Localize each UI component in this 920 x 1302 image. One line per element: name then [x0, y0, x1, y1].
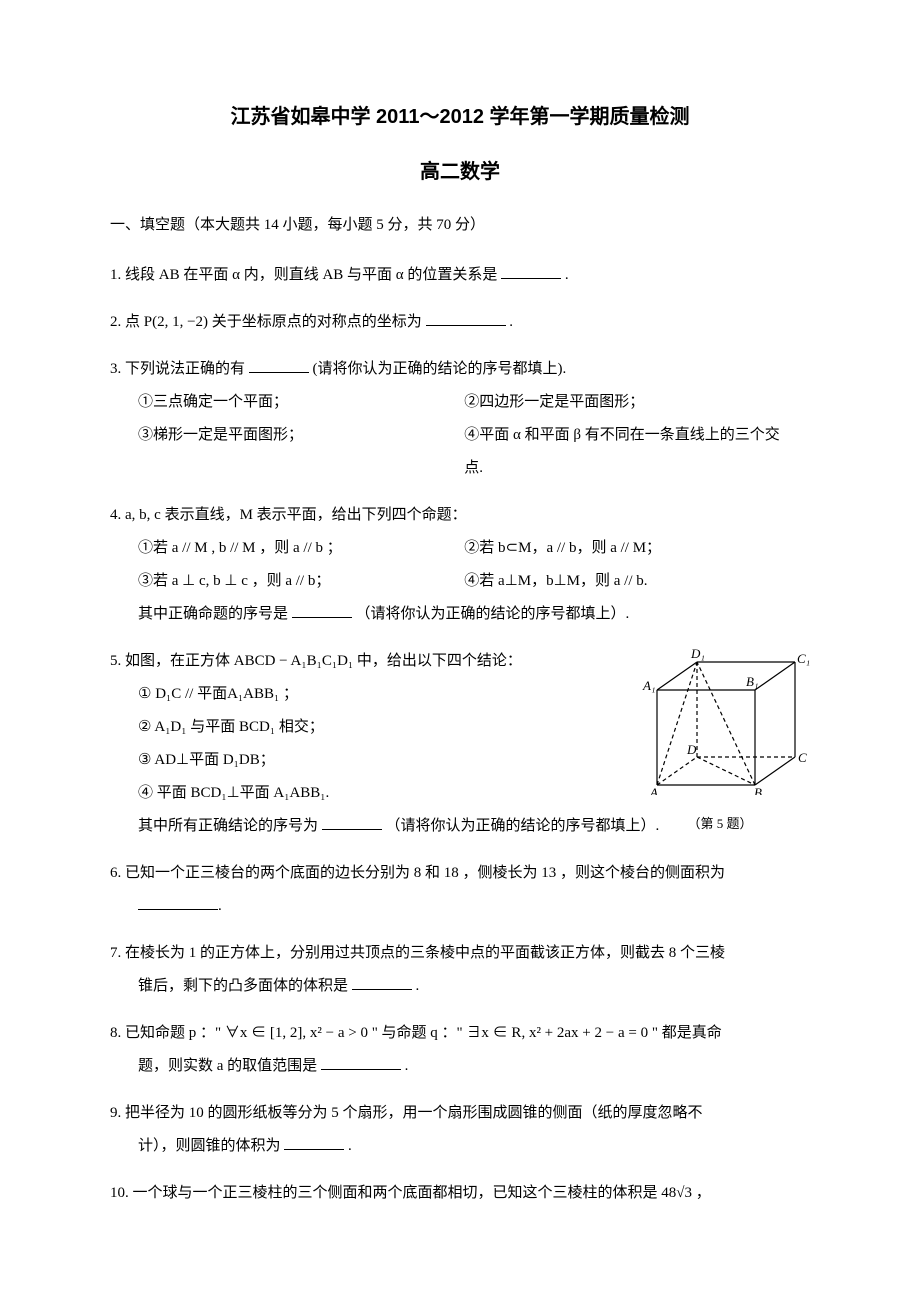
question-4: 4. a, b, c 表示直线，M 表示平面，给出下列四个命题： ①若 a //… — [110, 499, 810, 631]
cube-caption: （第 5 题） — [630, 810, 810, 839]
cube-label-B: B — [754, 785, 762, 795]
q3-opt1: ①三点确定一个平面； — [138, 386, 461, 419]
exam-subtitle: 高二数学 — [110, 155, 810, 184]
cube-label-B1: B₁ — [746, 674, 758, 689]
q7-line2: 锥后，剩下的凸多面体的体积是 — [138, 978, 348, 994]
cube-label-A: A — [649, 785, 658, 795]
q3-stem: 3. 下列说法正确的有 — [110, 361, 245, 377]
question-6: 6. 已知一个正三棱台的两个底面的边长分别为 8 和 18 ，侧棱长为 13 ，… — [110, 857, 810, 923]
question-9: 9. 把半径为 10 的圆形纸板等分为 5 个扇形，用一个扇形围成圆锥的侧面（纸… — [110, 1097, 810, 1163]
question-10: 10. 一个球与一个正三棱柱的三个侧面和两个底面都相切，已知这个三棱柱的体积是 … — [110, 1177, 810, 1210]
question-5: 5. 如图，在正方体 ABCD − A₁B₁C₁D₁ 中，给出以下四个结论： ①… — [110, 645, 810, 843]
q4-opt1: ①若 a // M , b // M ，则 a // b ； — [138, 532, 461, 565]
q2-period: . — [509, 314, 513, 330]
q10-text: 10. 一个球与一个正三棱柱的三个侧面和两个底面都相切，已知这个三棱柱的体积是 … — [110, 1185, 711, 1201]
question-8: 8. 已知命题 p ：" ∀x ∈ [1, 2], x² − a > 0 " 与… — [110, 1017, 810, 1083]
q4-opt3: ③若 a ⊥ c, b ⊥ c ，则 a // b； — [138, 565, 461, 598]
cube-label-D1: D₁ — [690, 646, 705, 661]
q5-opt2: ② A₁D₁ 与平面 BCD₁ 相交； — [110, 711, 600, 744]
q3-tail: (请将你认为正确的结论的序号都填上). — [313, 361, 567, 377]
cube-label-C: C — [798, 750, 807, 765]
q5-blank — [322, 816, 382, 831]
q5-opt4: ④ 平面 BCD₁⊥平面 A₁ABB₁. — [110, 777, 600, 810]
q5-opt3: ③ AD⊥平面 D₁DB； — [110, 744, 600, 777]
q8-blank — [321, 1056, 401, 1071]
q1-blank — [501, 265, 561, 280]
q4-tail2: （请将你认为正确的结论的序号都填上）. — [356, 606, 630, 622]
q4-stem: 4. a, b, c 表示直线，M 表示平面，给出下列四个命题： — [110, 499, 810, 532]
q9-line2: 计），则圆锥的体积为 — [138, 1138, 281, 1154]
exam-title: 江苏省如皋中学 2011～2012 学年第一学期质量检测 — [110, 100, 810, 129]
q2-blank — [426, 312, 506, 327]
cube-label-C1: C₁ — [797, 651, 810, 666]
q8-line2: 题，则实数 a 的取值范围是 — [138, 1058, 317, 1074]
cube-figure: A B C D A₁ B₁ C₁ D₁ （第 5 题） — [630, 645, 810, 815]
q7-blank — [352, 976, 412, 991]
q8-line1: 8. 已知命题 p ：" ∀x ∈ [1, 2], x² − a > 0 " 与… — [110, 1017, 810, 1050]
q3-opt3: ③梯形一定是平面图形； — [138, 419, 461, 452]
q9-blank — [284, 1136, 344, 1151]
q6-text: 6. 已知一个正三棱台的两个底面的边长分别为 8 和 18 ，侧棱长为 13 ，… — [110, 865, 725, 881]
question-3: 3. 下列说法正确的有 (请将你认为正确的结论的序号都填上). ①三点确定一个平… — [110, 353, 810, 485]
cube-svg: A B C D A₁ B₁ C₁ D₁ — [630, 645, 810, 795]
question-1: 1. 线段 AB 在平面 α 内，则直线 AB 与平面 α 的位置关系是 . — [110, 259, 810, 292]
q2-text: 2. 点 P(2, 1, −2) 关于坐标原点的对称点的坐标为 — [110, 314, 422, 330]
q3-opt2: ②四边形一定是平面图形； — [464, 386, 787, 419]
q5-stem: 5. 如图，在正方体 ABCD − A₁B₁C₁D₁ 中，给出以下四个结论： — [110, 645, 600, 678]
cube-label-D: D — [686, 742, 697, 757]
q9-period: . — [348, 1138, 352, 1154]
q9-line1: 9. 把半径为 10 的圆形纸板等分为 5 个扇形，用一个扇形围成圆锥的侧面（纸… — [110, 1097, 810, 1130]
q5-opt1: ① D₁C // 平面A₁ABB₁ ； — [110, 678, 600, 711]
cube-label-A1: A₁ — [642, 678, 655, 693]
q4-opt4: ④若 a⊥M，b⊥M，则 a // b. — [464, 565, 787, 598]
q8-period: . — [405, 1058, 409, 1074]
q1-text: 1. 线段 AB 在平面 α 内，则直线 AB 与平面 α 的位置关系是 — [110, 267, 497, 283]
q4-blank — [292, 604, 352, 619]
q4-tail1: 其中正确命题的序号是 — [138, 606, 288, 622]
q6-blank — [138, 896, 218, 911]
q3-blank — [249, 359, 309, 374]
q5-tail2: （请将你认为正确的结论的序号都填上）. — [386, 818, 660, 834]
q6-period: . — [218, 898, 222, 914]
q5-tail1: 其中所有正确结论的序号为 — [138, 818, 318, 834]
section1-heading: 一、填空题（本大题共 14 小题，每小题 5 分，共 70 分） — [110, 212, 810, 239]
question-2: 2. 点 P(2, 1, −2) 关于坐标原点的对称点的坐标为 . — [110, 306, 810, 339]
q3-opt4: ④平面 α 和平面 β 有不同在一条直线上的三个交点. — [464, 419, 787, 485]
q7-line1: 7. 在棱长为 1 的正方体上，分别用过共顶点的三条棱中点的平面截该正方体，则截… — [110, 937, 810, 970]
q4-opt2: ②若 b⊂M，a // b，则 a // M； — [464, 532, 787, 565]
q7-period: . — [416, 978, 420, 994]
q1-period: . — [565, 267, 569, 283]
question-7: 7. 在棱长为 1 的正方体上，分别用过共顶点的三条棱中点的平面截该正方体，则截… — [110, 937, 810, 1003]
